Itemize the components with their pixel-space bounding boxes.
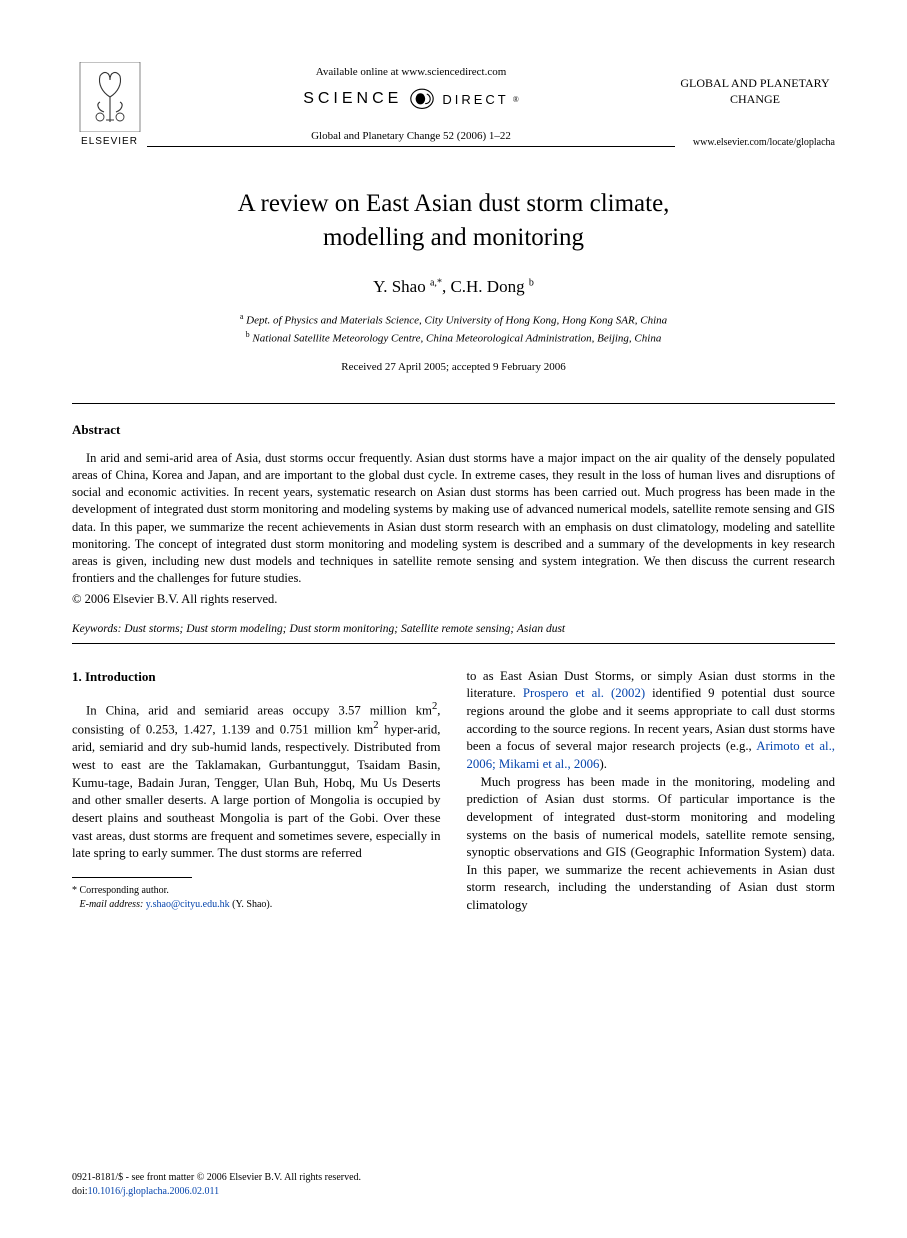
header-rule (147, 146, 675, 147)
keywords: Keywords: Dust storms; Dust storm modeli… (72, 623, 835, 635)
available-online-text: Available online at www.sciencedirect.co… (147, 66, 675, 78)
elsevier-logo: ELSEVIER (72, 62, 147, 147)
fn-email-label: E-mail address: (80, 899, 144, 910)
header-right: GLOBAL AND PLANETARY CHANGE www.elsevier… (675, 62, 835, 148)
copyright-line: © 2006 Elsevier B.V. All rights reserved… (72, 592, 835, 607)
abstract-body: In arid and semi-arid area of Asia, dust… (72, 450, 835, 588)
author-2: C.H. Dong (450, 277, 524, 296)
col2-para2: Much progress has been made in the monit… (467, 774, 836, 915)
col2-para1: to as East Asian Dust Storms, or simply … (467, 668, 836, 774)
doi-label: doi: (72, 1186, 88, 1197)
c1p1a: In China, arid and semiarid areas occupy… (86, 703, 432, 717)
article-title: A review on East Asian dust storm climat… (72, 187, 835, 255)
section-1-heading: 1. Introduction (72, 668, 441, 686)
column-right: to as East Asian Dust Storms, or simply … (467, 668, 836, 915)
journal-url: www.elsevier.com/locate/gloplacha (675, 137, 835, 148)
doi-line: doi:10.1016/j.gloplacha.2006.02.011 (72, 1185, 835, 1199)
sciencedirect-logo: SCIENCE DIRECT ® (147, 86, 675, 112)
keywords-text: Dust storms; Dust storm modeling; Dust s… (121, 623, 565, 635)
column-left: 1. Introduction In China, arid and semia… (72, 668, 441, 915)
sd-direct-text: DIRECT (442, 92, 508, 107)
journal-reference: Global and Planetary Change 52 (2006) 1–… (147, 130, 675, 142)
sd-science-text: SCIENCE (303, 90, 402, 108)
corresponding-footnote: * Corresponding author. E-mail address: … (72, 884, 441, 912)
title-line1: A review on East Asian dust storm climat… (238, 190, 670, 217)
elsevier-wordmark: ELSEVIER (72, 136, 147, 147)
affil-b: National Satellite Meteorology Centre, C… (250, 332, 662, 344)
journal-brand: GLOBAL AND PLANETARY CHANGE (675, 76, 835, 107)
header-center: Available online at www.sciencedirect.co… (147, 62, 675, 149)
doi-link[interactable]: 10.1016/j.gloplacha.2006.02.011 (88, 1186, 220, 1197)
c2p1c: ). (599, 757, 606, 771)
sd-at-icon (406, 86, 438, 112)
authors: Y. Shao a,*, C.H. Dong b (72, 277, 835, 297)
journal-brand-l1: GLOBAL AND PLANETARY (680, 76, 829, 90)
abstract-heading: Abstract (72, 422, 835, 438)
abstract-top-rule (72, 403, 835, 404)
header: ELSEVIER Available online at www.science… (72, 62, 835, 149)
author-1-affil: a, (430, 277, 437, 288)
abstract-bottom-rule (72, 643, 835, 644)
c2p1-link1[interactable]: Prospero et al. (2002) (523, 686, 645, 700)
fn-corr: Corresponding author. (77, 885, 169, 896)
article-dates: Received 27 April 2005; accepted 9 Febru… (72, 361, 835, 373)
sd-registered: ® (513, 95, 519, 104)
author-2-affil: b (529, 277, 534, 288)
fn-email-link[interactable]: y.shao@cityu.edu.hk (146, 899, 230, 910)
affiliations: a Dept. of Physics and Materials Science… (72, 311, 835, 347)
journal-brand-l2: CHANGE (730, 92, 780, 106)
fn-email-tail: (Y. Shao). (230, 899, 273, 910)
issn-line: 0921-8181/$ - see front matter © 2006 El… (72, 1171, 835, 1185)
title-line2: modelling and monitoring (323, 224, 584, 251)
col1-para1: In China, arid and semiarid areas occupy… (72, 700, 441, 863)
c1p1c: hyper-arid, arid, semiarid and dry sub-h… (72, 723, 441, 861)
footnote-rule (72, 877, 192, 878)
affil-a: Dept. of Physics and Materials Science, … (243, 314, 667, 326)
keywords-label: Keywords: (72, 623, 121, 635)
elsevier-tree-icon (79, 62, 141, 132)
body-columns: 1. Introduction In China, arid and semia… (72, 668, 835, 915)
footer-block: 0921-8181/$ - see front matter © 2006 El… (72, 1171, 835, 1198)
author-1: Y. Shao (373, 277, 426, 296)
